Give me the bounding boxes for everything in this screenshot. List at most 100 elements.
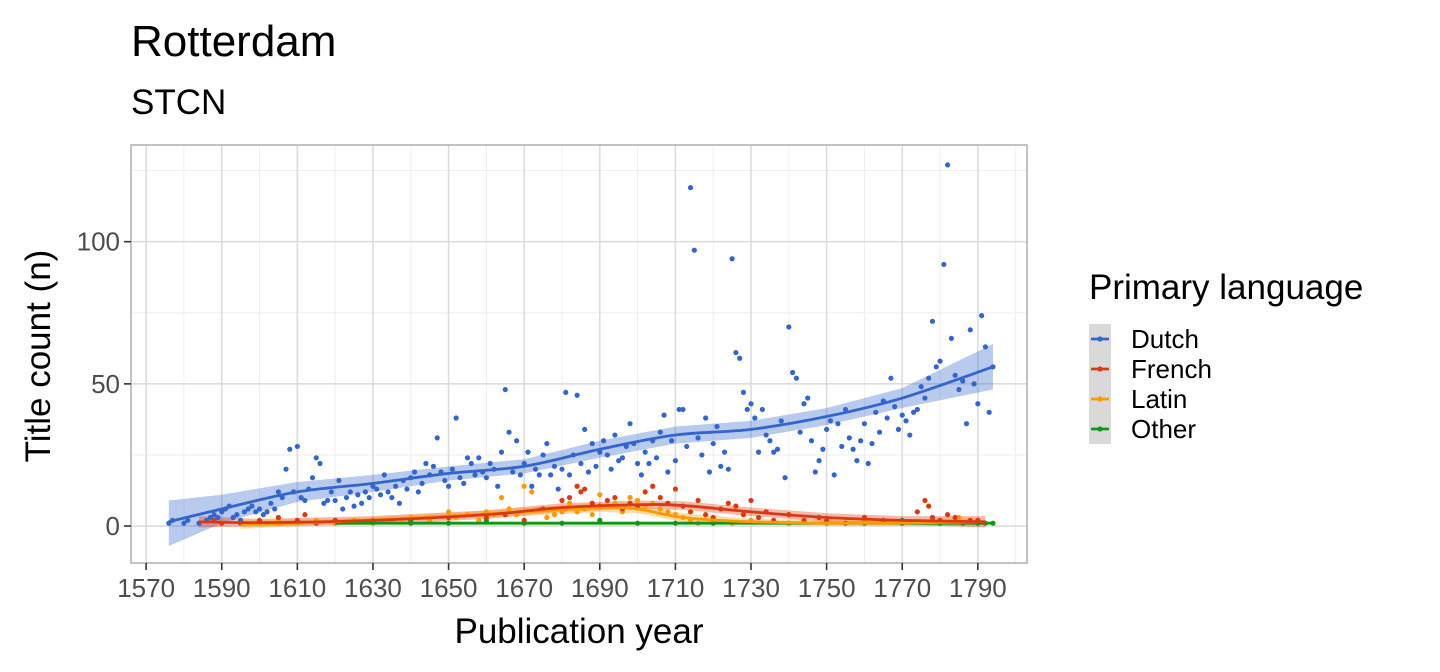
data-point — [884, 415, 890, 421]
data-point — [699, 452, 705, 458]
data-point — [687, 185, 694, 191]
x-tick-label: 1570 — [117, 573, 175, 603]
data-point — [185, 517, 191, 523]
data-point — [453, 415, 459, 421]
data-point — [374, 486, 380, 492]
data-point — [729, 256, 735, 262]
data-point — [377, 492, 384, 498]
data-point — [211, 512, 217, 518]
data-point — [272, 506, 278, 512]
data-point — [899, 412, 905, 418]
data-point — [498, 449, 505, 455]
data-point — [740, 512, 747, 518]
panel-border — [130, 144, 1028, 564]
data-point — [797, 429, 803, 435]
data-point — [385, 489, 391, 495]
data-point — [582, 426, 588, 432]
data-point — [476, 455, 482, 461]
data-point — [351, 503, 357, 509]
data-point — [903, 418, 909, 424]
legend-item-latin: Latin — [1089, 384, 1187, 414]
data-point — [937, 358, 943, 364]
data-point — [684, 443, 690, 450]
data-point — [714, 423, 720, 430]
legend-label: Dutch — [1131, 324, 1199, 354]
data-point — [982, 344, 989, 350]
data-point — [755, 449, 762, 455]
data-point — [755, 514, 762, 521]
data-point — [457, 475, 463, 481]
legend-label: Other — [1131, 414, 1196, 444]
data-point — [574, 392, 580, 398]
data-point — [498, 494, 505, 501]
data-point — [207, 514, 213, 521]
legend-key-point — [1097, 396, 1103, 402]
data-point — [805, 395, 811, 401]
data-point — [464, 455, 471, 461]
data-point — [929, 514, 936, 521]
data-point — [926, 375, 932, 381]
data-point — [529, 489, 535, 495]
data-point — [619, 455, 626, 461]
data-point — [593, 463, 599, 469]
data-point — [952, 372, 958, 378]
data-point — [302, 497, 308, 504]
data-point — [960, 378, 966, 384]
data-point — [574, 483, 580, 489]
data-point — [873, 409, 879, 415]
data-point — [393, 483, 399, 489]
data-point — [563, 389, 569, 395]
data-point — [831, 472, 837, 478]
chart-subtitle: STCN — [131, 83, 226, 122]
trend-line-french — [199, 503, 986, 525]
data-point — [876, 429, 883, 435]
data-point — [608, 466, 614, 472]
data-point — [669, 438, 675, 444]
x-tick-label: 1590 — [193, 573, 251, 603]
data-point — [691, 247, 697, 253]
data-point — [680, 406, 686, 413]
data-point — [827, 418, 834, 424]
y-tick-label: 100 — [77, 227, 120, 257]
data-point — [763, 432, 769, 438]
data-point — [514, 438, 520, 444]
data-point — [907, 432, 913, 438]
data-point — [275, 514, 282, 521]
data-point — [548, 472, 554, 478]
data-point — [585, 469, 592, 475]
data-point — [256, 506, 263, 512]
data-point — [771, 449, 777, 455]
data-point — [653, 455, 660, 461]
data-point — [986, 409, 992, 415]
data-point — [748, 497, 754, 504]
data-point — [926, 503, 932, 509]
x-axis-label: Publication year — [454, 612, 703, 651]
data-point — [540, 452, 546, 458]
data-point — [578, 460, 584, 467]
data-point — [824, 517, 830, 523]
data-point — [336, 477, 342, 484]
data-point — [706, 469, 713, 475]
data-point — [676, 406, 682, 413]
data-point — [604, 497, 610, 504]
data-point — [703, 415, 709, 421]
data-point — [468, 460, 474, 467]
data-point — [725, 466, 731, 472]
data-point — [445, 509, 452, 515]
data-point — [566, 472, 573, 478]
legend-key-point — [1097, 426, 1103, 432]
data-point — [566, 500, 573, 506]
data-point — [472, 472, 478, 478]
data-point — [892, 404, 898, 410]
data-point — [264, 509, 270, 515]
trend-line-dutch — [168, 365, 994, 524]
data-point — [328, 489, 334, 495]
data-point — [521, 517, 527, 523]
data-point — [759, 406, 765, 413]
data-point — [181, 520, 187, 526]
data-point — [661, 412, 667, 418]
data-point — [914, 406, 920, 413]
data-point — [850, 446, 856, 452]
x-tick-label: 1670 — [495, 573, 553, 603]
